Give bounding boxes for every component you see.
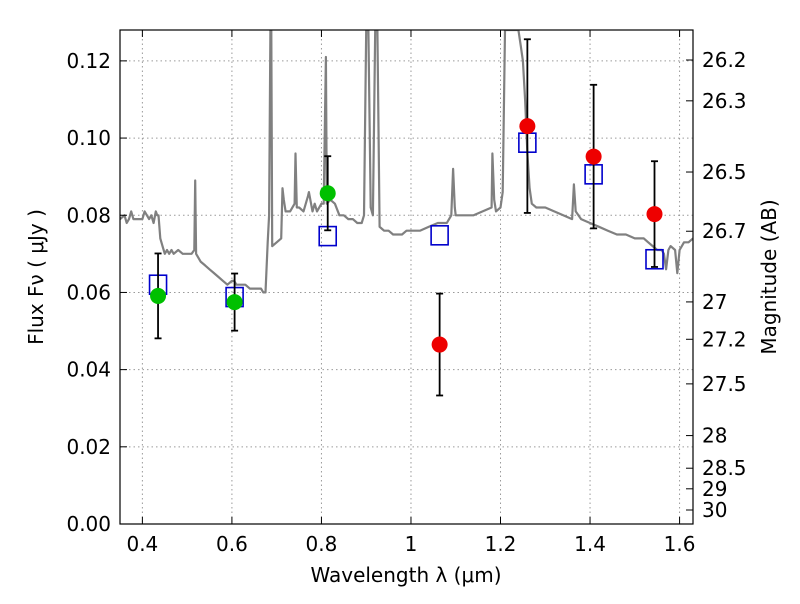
model-flux-marker (430, 225, 449, 246)
mag-tick-label: 27.2 (702, 327, 747, 351)
mag-tick-label: 26.2 (702, 48, 747, 72)
y-tick-label: 0.10 (66, 126, 111, 150)
mag-tick-label: 29 (702, 477, 727, 501)
axis-tick-labels: 0.4 0.6 0.8 1 1.2 1.4 1.6 0.00 0.02 0.04 0.06 0.08 0… (66, 48, 746, 556)
x-tick-label: 1 (405, 532, 418, 556)
x-tick-label: 0.8 (306, 532, 338, 556)
y-tick-label: 0.06 (66, 280, 111, 304)
observed-flux-marker (319, 185, 336, 202)
mag-tick-label: 27.5 (702, 372, 747, 396)
x-axis-title: Wavelength λ (μm) (310, 563, 501, 587)
y-tick-label: 0.08 (66, 203, 111, 227)
mag-tick-label: 26.7 (702, 219, 747, 243)
observed-flux-marker (519, 118, 536, 135)
x-tick-label: 1.6 (664, 532, 696, 556)
y-tick-label: 0.02 (66, 435, 111, 459)
y-axis-title: Flux Fν ( μJy ) (24, 209, 48, 345)
observed-flux-marker (226, 294, 243, 311)
mag-tick-label: 26.3 (702, 89, 747, 113)
mag-tick-label: 26.5 (702, 160, 747, 184)
x-tick-label: 1.4 (574, 532, 606, 556)
x-tick-label: 0.4 (126, 532, 158, 556)
mag-tick-label: 28.5 (702, 456, 747, 480)
plot-frame (119, 29, 694, 525)
mag-tick-label: 27 (702, 290, 727, 314)
observed-flux-marker (646, 206, 663, 223)
y-tick-label: 0.04 (66, 358, 111, 382)
y-tick-label: 0.00 (66, 512, 111, 536)
y-tick-label: 0.12 (66, 49, 111, 73)
mag-tick-label: 28 (702, 424, 727, 448)
observed-flux-marker (431, 336, 448, 353)
mag-tick-label: 30 (702, 498, 727, 522)
y-axis-right-title: Magnitude (AB) (757, 199, 781, 354)
x-tick-label: 1.2 (485, 532, 517, 556)
grid (120, 30, 693, 524)
observed-flux-marker (585, 148, 602, 165)
spectrum-line (120, 30, 693, 294)
axis-ticks (120, 30, 693, 525)
x-tick-label: 0.6 (216, 532, 248, 556)
plot-area (120, 30, 693, 397)
observed-flux-marker (150, 287, 167, 304)
